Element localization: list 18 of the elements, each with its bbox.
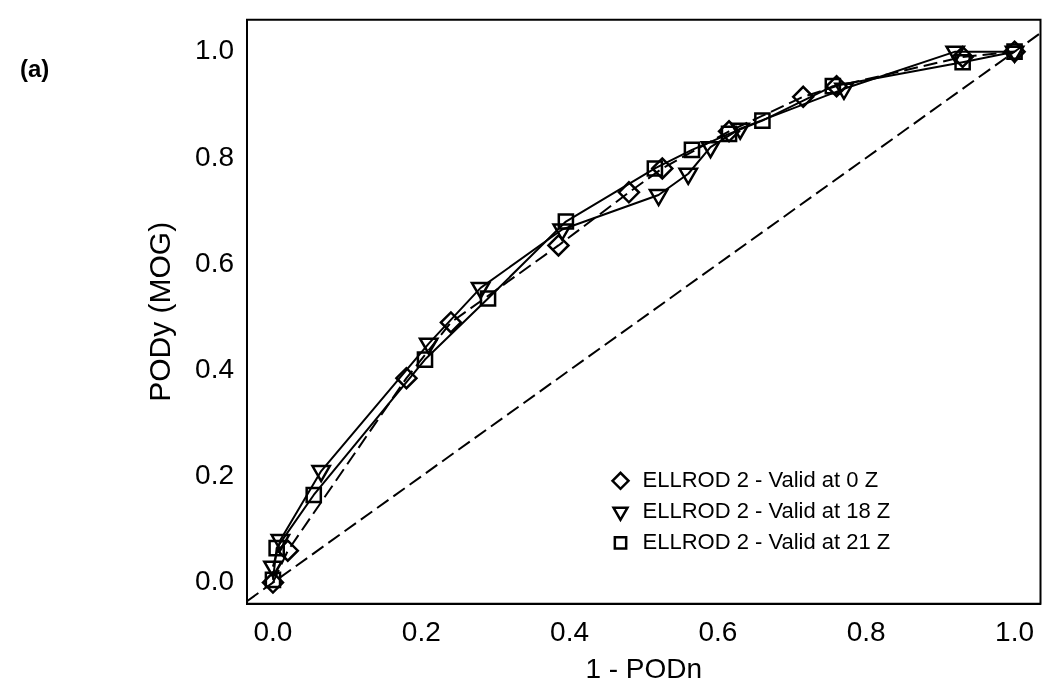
x-tick-label: 1.0: [995, 616, 1035, 648]
x-tick-label: 0.0: [253, 616, 293, 648]
legend-label: ELLROD 2 - Valid at 0 Z: [642, 466, 879, 492]
y-tick-label: 0.0: [195, 565, 234, 597]
y-tick-label: 0.2: [195, 459, 234, 491]
legend-label: ELLROD 2 - Valid at 18 Z: [642, 497, 891, 523]
x-axis-title: 1 - PODn: [585, 652, 703, 684]
x-tick-label: 0.8: [846, 616, 886, 648]
legend-label: ELLROD 2 - Valid at 21 Z: [642, 528, 891, 554]
y-axis-title: PODy (MOG): [143, 221, 177, 402]
y-tick-label: 0.6: [195, 246, 234, 278]
y-tick-label: 1.0: [195, 34, 234, 66]
text: (a): [20, 55, 50, 83]
y-tick-label: 0.4: [195, 352, 234, 384]
x-tick-label: 0.4: [550, 616, 590, 648]
y-tick-label: 0.8: [195, 140, 234, 172]
x-tick-label: 0.2: [401, 616, 441, 648]
x-tick-label: 0.6: [698, 616, 738, 648]
